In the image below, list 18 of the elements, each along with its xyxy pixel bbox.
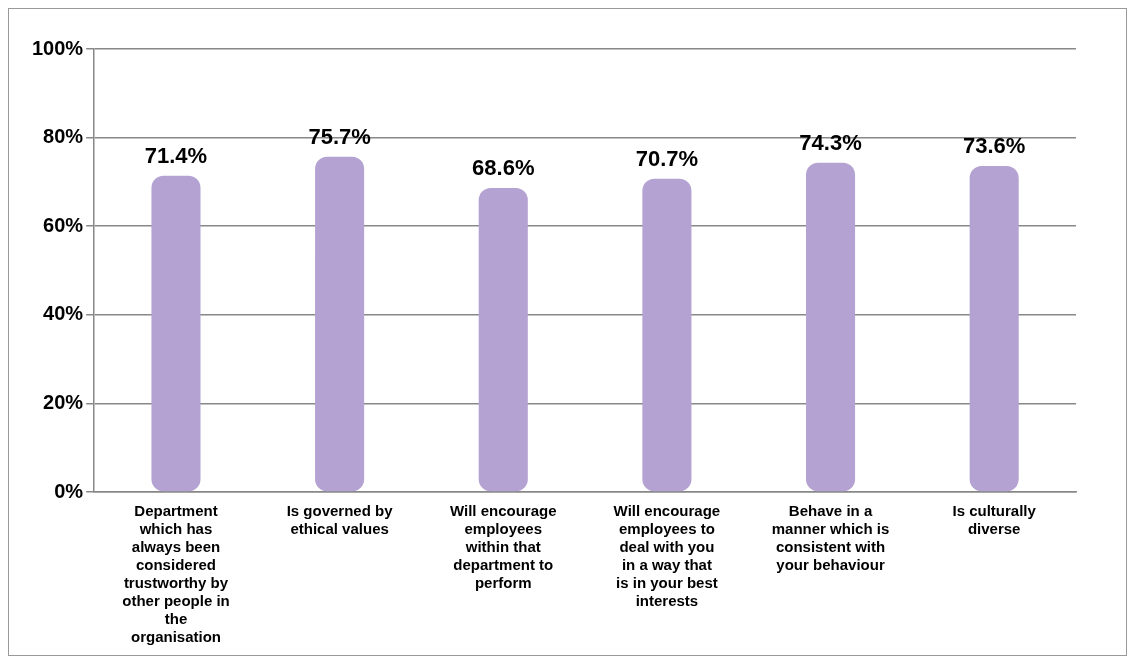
x-tick-label: Will encourage employees within that department to perform xyxy=(449,502,557,592)
y-tick-label: 0% xyxy=(54,479,84,502)
y-tick-label: 60% xyxy=(43,213,84,236)
data-label: 74.3% xyxy=(799,129,862,155)
data-label: 75.7% xyxy=(308,123,371,149)
x-tick-label: Is governed by ethical values xyxy=(286,502,394,538)
x-tick-label: Behave in a manner which is consistent with your behaviour xyxy=(771,502,890,574)
data-label: 73.6% xyxy=(962,133,1026,159)
y-tick-label: 20% xyxy=(43,390,84,413)
y-tick-label: 100% xyxy=(32,36,84,59)
data-label: 70.7% xyxy=(635,145,699,171)
x-tick-label: Department which has always been considered trustworthy by other people in the organisation xyxy=(122,502,230,646)
x-tick-label: Will encourage employees to deal with you in a way that is in your best interests xyxy=(613,502,721,610)
data-label: 68.6% xyxy=(472,155,535,181)
y-tick-label: 40% xyxy=(43,302,84,325)
y-tick-label: 80% xyxy=(43,125,84,148)
data-label: 71.4% xyxy=(144,142,208,168)
x-tick-label: Is culturally diverse xyxy=(952,502,1037,538)
